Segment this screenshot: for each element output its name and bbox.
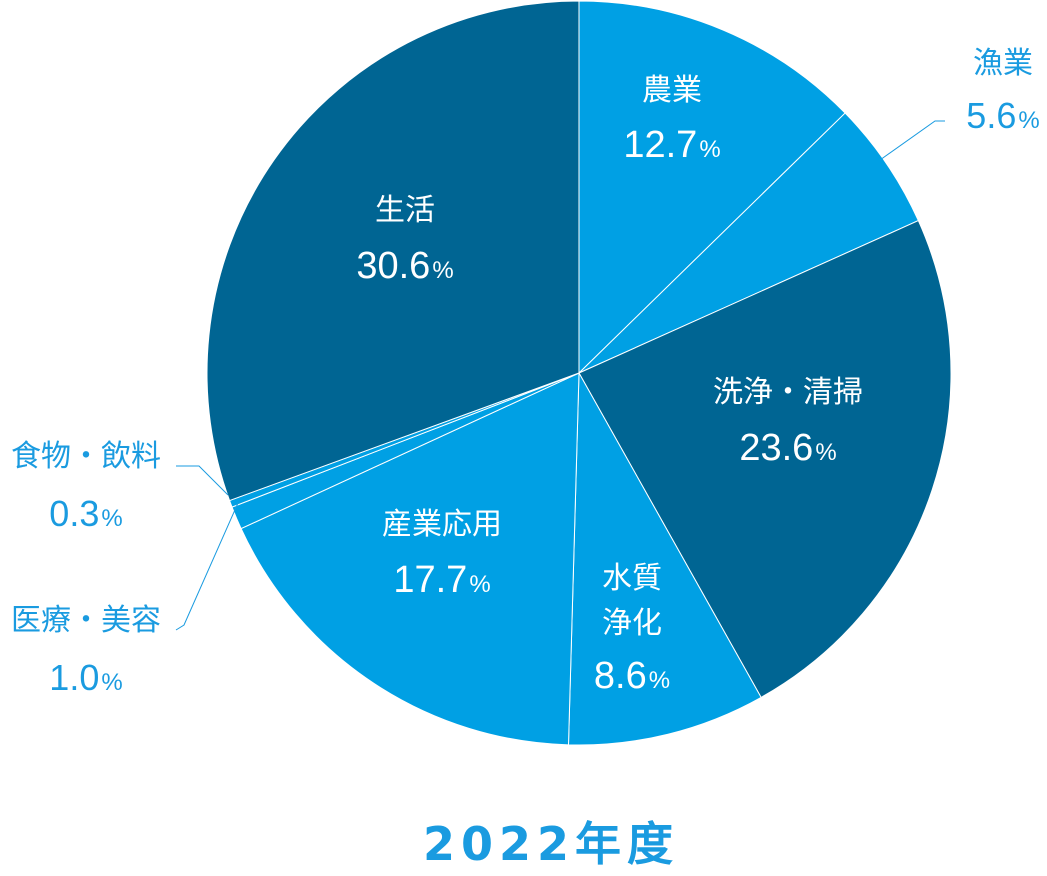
- pie-slice-1: [578, 0, 846, 375]
- slice-value-4: 8.6%: [594, 655, 670, 697]
- pie-slice-5: [240, 372, 580, 746]
- slice-value-number: 23.6: [739, 427, 813, 469]
- slice-value-unit: %: [101, 505, 122, 532]
- slice-value-number: 17.7: [393, 559, 467, 601]
- slice-value-number: 1.0: [49, 657, 99, 698]
- leader-line-6: [175, 502, 239, 631]
- pie-slice-2: [578, 112, 920, 374]
- slice-value-unit: %: [101, 669, 122, 696]
- slice-value-unit: %: [432, 257, 453, 284]
- slice-value-number: 30.6: [356, 245, 430, 287]
- slice-label-4-line1: 水質: [602, 561, 662, 596]
- slice-value-7: 0.3%: [49, 493, 122, 534]
- slice-value-8: 30.6%: [356, 245, 453, 287]
- slice-value-2: 5.6%: [966, 95, 1039, 136]
- slice-value-3: 23.6%: [739, 427, 836, 469]
- pie-slice-3: [578, 219, 952, 699]
- slice-value-number: 12.7: [623, 124, 697, 166]
- slice-value-number: 5.6: [966, 95, 1016, 136]
- slice-value-unit: %: [469, 571, 490, 598]
- slice-value-6: 1.0%: [49, 657, 122, 698]
- slice-value-unit: %: [1018, 107, 1039, 134]
- slice-label-2: 漁業: [973, 46, 1033, 81]
- leader-line-2: [879, 120, 945, 161]
- slice-label-4-line2: 浄化: [602, 606, 662, 641]
- slice-value-unit: %: [649, 667, 670, 694]
- slice-value-1: 12.7%: [623, 124, 720, 166]
- pie-slice-8: [206, 0, 580, 502]
- slice-label-8: 生活: [375, 193, 435, 228]
- slice-label-7: 食物・飲料: [11, 439, 161, 474]
- slice-label-1: 農業: [642, 73, 702, 108]
- slice-label-5: 産業応用: [382, 507, 502, 542]
- pie-slice-4: [567, 371, 762, 746]
- slice-label-6: 医療・美容: [11, 603, 161, 638]
- leader-lines: [175, 120, 945, 631]
- chart-title: 2022年度: [422, 817, 680, 871]
- slice-value-5: 17.7%: [393, 559, 490, 601]
- slice-value-unit: %: [699, 136, 720, 163]
- slice-value-number: 0.3: [49, 493, 99, 534]
- slice-value-number: 8.6: [594, 655, 647, 697]
- slice-label-3: 洗浄・清掃: [713, 375, 863, 410]
- leader-line-7: [176, 465, 229, 496]
- pie-slices: [206, 0, 952, 746]
- slice-value-unit: %: [815, 439, 836, 466]
